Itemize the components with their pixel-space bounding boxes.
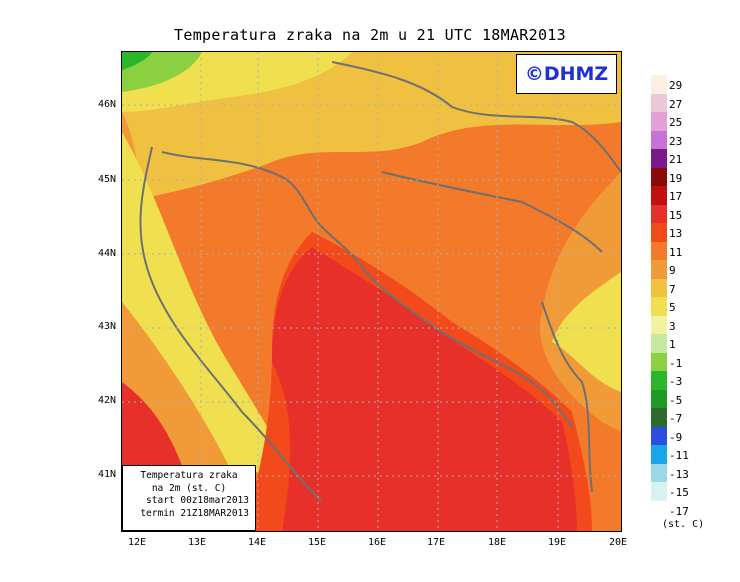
legend-label: -1 (669, 356, 683, 370)
legend-swatch (651, 149, 667, 168)
legend-swatch (651, 93, 667, 112)
legend-swatch (651, 297, 667, 316)
legend-swatch (651, 426, 667, 445)
dhmz-logo: ©DHMZ (516, 54, 617, 94)
legend-swatch (651, 463, 667, 482)
legend-label: -17 (669, 504, 689, 518)
legend-swatch (651, 389, 667, 408)
legend-swatch (651, 167, 667, 186)
legend-label: -7 (669, 412, 683, 426)
legend-label: 23 (669, 134, 683, 148)
legend-label: -13 (669, 467, 689, 481)
lon-label-19e: 19E (547, 537, 567, 548)
legend-label: 13 (669, 227, 683, 241)
lon-label-12e: 12E (127, 537, 147, 548)
legend-swatch (651, 408, 667, 427)
legend-label: 1 (669, 338, 676, 352)
legend-swatch (651, 445, 667, 464)
field-balkan-yellow (552, 272, 621, 392)
legend-swatch (651, 500, 667, 519)
legend-label: 3 (669, 319, 676, 333)
legend-label: 7 (669, 282, 676, 296)
info-line-4: termin 21Z18MAR2013 (140, 507, 249, 519)
temperature-field (122, 52, 621, 531)
legend-label: 15 (669, 208, 683, 222)
coastline-italy (139, 146, 323, 503)
legend-swatch (651, 352, 667, 371)
legend-label: 11 (669, 245, 683, 259)
legend-swatch (651, 482, 667, 501)
coastline-east-adriatic (161, 151, 573, 428)
legend-swatch (651, 204, 667, 223)
info-line-3: start 00z18mar2013 (146, 495, 249, 506)
info-line-2: na 2m (st. C) (151, 482, 227, 494)
legend-label: 17 (669, 190, 683, 204)
legend-label: -15 (669, 486, 689, 500)
lat-label-46n: 46N (97, 99, 116, 110)
lon-label-15e: 15E (307, 537, 327, 548)
field-italy-orange (122, 112, 282, 472)
legend-label: 9 (669, 264, 676, 278)
legend-swatch (651, 186, 667, 205)
legend-swatch (651, 371, 667, 390)
coastlines (139, 61, 621, 503)
field-italy-yellow (122, 132, 292, 472)
field-green-north (122, 52, 202, 92)
legend-units: (st. C) (662, 519, 705, 530)
lat-label-44n: 44N (97, 248, 116, 259)
legend-label: 19 (669, 171, 683, 185)
legend-swatch (651, 112, 667, 131)
border-north (331, 61, 621, 173)
legend-swatch (651, 223, 667, 242)
lon-label-13e: 13E (187, 537, 207, 548)
legend-label: 21 (669, 153, 683, 167)
legend-label: 25 (669, 116, 683, 130)
lon-label-16e: 16E (367, 537, 387, 548)
legend-swatch (651, 315, 667, 334)
map-title: Temperatura zraka na 2m u 21 UTC 18MAR20… (174, 26, 566, 44)
legend-swatch (651, 130, 667, 149)
info-line-1: Temperatura zraka (140, 470, 238, 481)
lat-label-41n: 41N (97, 469, 116, 480)
legend-swatch (651, 241, 667, 260)
legend-label: 29 (669, 79, 683, 93)
legend-label: -9 (669, 430, 683, 444)
info-box: Temperatura zraka na 2m (st. C) start 00… (122, 465, 256, 531)
lat-label-43n: 43N (97, 321, 116, 332)
legend-label: 5 (669, 301, 676, 315)
legend-swatch (651, 278, 667, 297)
legend-swatch (651, 334, 667, 353)
lon-label-14e: 14E (247, 537, 267, 548)
lon-label-20e: 20E (608, 537, 628, 548)
lat-label-45n: 45N (97, 174, 116, 185)
lon-label-17e: 17E (426, 537, 446, 548)
field-adriatic-red (272, 247, 577, 531)
lat-label-42n: 42N (97, 395, 116, 406)
temperature-map (121, 51, 622, 532)
legend-label: -3 (669, 375, 683, 389)
legend-swatch (651, 75, 667, 94)
legend-label: 27 (669, 97, 683, 111)
graticule (122, 52, 621, 531)
field-darkgreen-north (122, 52, 152, 70)
legend-swatch (651, 260, 667, 279)
lon-label-18e: 18E (487, 537, 507, 548)
legend-label: -5 (669, 393, 683, 407)
border-montenegro (541, 301, 593, 493)
legend-label: -11 (669, 449, 689, 463)
